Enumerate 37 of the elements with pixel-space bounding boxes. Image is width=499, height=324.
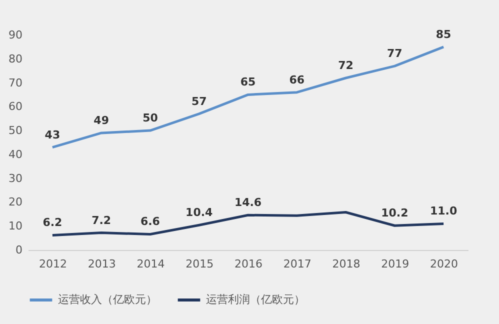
x-tick-label: 2017 [283, 258, 312, 270]
y-tick-label: 0 [16, 244, 22, 256]
legend-label: 运营收入（亿欧元） [58, 293, 157, 306]
x-tick-label: 2016 [234, 258, 262, 270]
y-tick-label: 50 [8, 124, 22, 138]
data-label: 50 [142, 112, 158, 125]
data-label: 72 [338, 59, 354, 72]
data-label: 43 [44, 128, 60, 142]
data-label: 6.6 [140, 215, 160, 228]
data-label: 7.2 [92, 214, 112, 227]
x-tick-label: 2020 [430, 258, 458, 270]
data-label: 11.0 [430, 204, 458, 218]
y-tick-label: 90 [8, 28, 22, 42]
data-label: 14.6 [234, 196, 262, 210]
legend-label: 运营利润（亿欧元） [206, 293, 305, 306]
data-label: 66 [289, 73, 305, 86]
y-tick-label: 40 [8, 148, 22, 161]
x-tick-label: 2013 [88, 258, 116, 270]
data-label: 49 [94, 114, 109, 127]
x-tick-label: 2019 [381, 258, 410, 270]
data-label: 85 [436, 28, 452, 41]
y-tick-label: 60 [8, 100, 22, 114]
data-label: 65 [240, 76, 256, 89]
y-tick-label: 80 [8, 52, 22, 66]
x-tick-label: 2015 [186, 258, 214, 270]
x-tick-label: 2014 [136, 258, 165, 270]
y-tick-label: 10 [8, 220, 22, 233]
y-tick-label: 30 [8, 172, 22, 185]
y-tick-label: 20 [8, 196, 22, 209]
x-tick-label: 2018 [332, 258, 360, 270]
data-label: 10.2 [381, 206, 408, 220]
data-label: 57 [191, 94, 207, 108]
data-label: 77 [387, 47, 402, 60]
x-tick-label: 2012 [38, 258, 67, 270]
y-tick-label: 70 [8, 76, 22, 90]
data-label: 10.4 [186, 206, 214, 220]
data-label: 6.2 [42, 216, 62, 230]
